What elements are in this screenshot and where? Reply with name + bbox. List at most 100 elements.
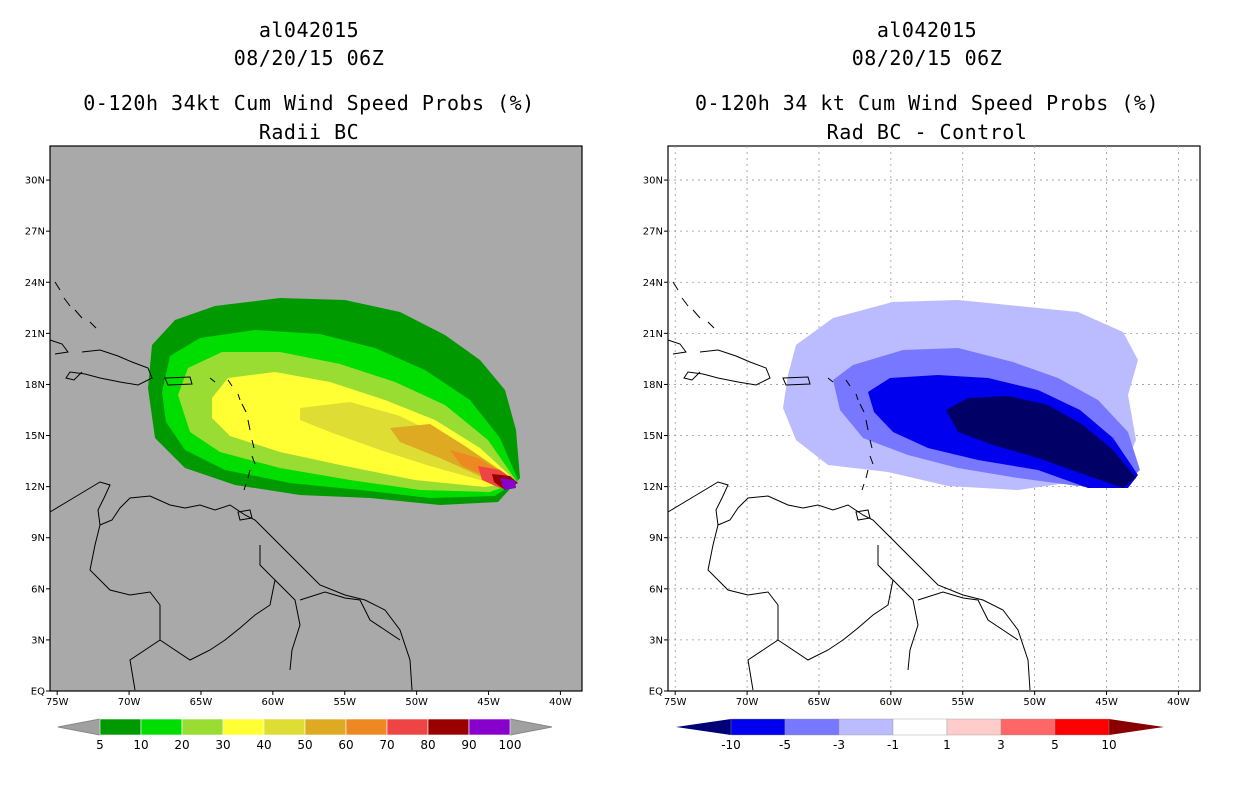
right-cbar-label: -1 (887, 738, 899, 752)
left-colorbar: 5 10 20 30 40 50 60 70 80 90 100 (57, 718, 553, 752)
left-cbar-label: 30 (215, 738, 230, 752)
right-coastlines (667, 281, 1031, 691)
left-trinidad (237, 509, 253, 521)
right-cbar-label: 1 (943, 738, 951, 752)
right-lon-label: 60W (880, 697, 903, 708)
right-subtitle: Rad BC - Control (826, 120, 1028, 144)
right-product-title: 0-120h 34 kt Cum Wind Speed Probs (%) (694, 91, 1160, 115)
left-bahamas (54, 281, 97, 329)
right-lat-label: 30N (643, 176, 663, 187)
right-lat-label: EQ (649, 687, 663, 698)
right-cbar-swatch (730, 718, 786, 736)
left-cbar-label: 50 (297, 738, 312, 752)
right-lon-label: 65W (808, 697, 831, 708)
left-cbar-high-end (509, 718, 553, 736)
left-map-svg: EQ 3N 6N 9N 12N 15N 18N 21N 24N 27N 30N 75W 70W 65W 6… (25, 145, 583, 752)
right-lon-label: 50W (1023, 697, 1046, 708)
right-cbar-swatch (946, 718, 1002, 736)
left-lon-label: 60W (262, 697, 285, 708)
right-lon-axis: 75W 70W 65W 60W 55W 50W 45W 40W (664, 691, 1190, 708)
right-panel: al042015 08/20/15 06Z 0-120h 34 kt Cum W… (618, 0, 1236, 800)
left-cbar-label: 20 (174, 738, 189, 752)
left-lat-label: 3N (31, 635, 45, 646)
left-cbar-label: 5 (96, 738, 104, 752)
right-trinidad (855, 509, 871, 521)
left-lat-label: 15N (25, 431, 45, 442)
right-lat-label: 9N (649, 533, 663, 544)
right-cbar-label: 5 (1051, 738, 1059, 752)
right-lon-label: 45W (1095, 697, 1118, 708)
left-cbar-label: 90 (461, 738, 476, 752)
right-cbar-swatch (838, 718, 894, 736)
right-south-america-interior (707, 524, 1019, 691)
left-datetime: 08/20/15 06Z (233, 46, 385, 70)
left-lat-label: 27N (25, 227, 45, 238)
right-lat-label: 15N (643, 431, 663, 442)
right-cbar-swatch (1054, 718, 1110, 736)
left-cbar-label: 70 (379, 738, 394, 752)
right-puerto-rico (782, 376, 811, 386)
right-bahamas (672, 281, 715, 329)
left-lon-label: 70W (118, 697, 141, 708)
left-lat-label: EQ (31, 687, 45, 698)
right-cbar-label: -3 (833, 738, 845, 752)
left-cbar-swatch (181, 718, 224, 736)
left-lon-label: 50W (405, 697, 428, 708)
left-cbar-swatch (468, 718, 511, 736)
right-hispaniola-coast (683, 349, 771, 386)
left-lon-label: 75W (46, 697, 69, 708)
right-lat-label: 12N (643, 482, 663, 493)
right-cbar-swatch (892, 718, 948, 736)
right-cbar-swatch (784, 718, 840, 736)
left-hispaniola-coast (65, 349, 153, 386)
left-lon-label: 55W (333, 697, 356, 708)
left-contour-90 (500, 478, 516, 490)
right-lat-label: 21N (643, 329, 663, 340)
left-cbar-swatch (140, 718, 183, 736)
right-lat-label: 27N (643, 227, 663, 238)
left-subtitle: Radii BC (258, 120, 360, 144)
left-cbar-label: 60 (338, 738, 353, 752)
left-puerto-rico (164, 376, 193, 386)
right-lon-label: 75W (664, 697, 687, 708)
left-lon-label: 40W (549, 697, 572, 708)
right-storm-id: al042015 (876, 18, 978, 42)
left-cbar-label: 100 (499, 738, 522, 752)
right-cbar-low-end (676, 719, 731, 735)
right-lat-axis: EQ 3N 6N 9N 12N 15N 18N 21N 24N 27N 30N (643, 176, 668, 698)
left-lat-label: 30N (25, 176, 45, 187)
left-cbar-swatch (304, 718, 347, 736)
left-cbar-swatch (99, 718, 142, 736)
right-difference-field (783, 300, 1140, 490)
left-product-title: 0-120h 34kt Cum Wind Speed Probs (%) (83, 91, 535, 115)
left-lat-axis: EQ 3N 6N 9N 12N 15N 18N 21N 24N 27N 30N (25, 176, 50, 698)
left-south-america-interior (89, 524, 401, 691)
left-coastlines (49, 281, 413, 691)
left-south-america-coast (49, 481, 413, 691)
left-panel: al042015 08/20/15 06Z 0-120h 34kt Cum Wi… (25, 18, 583, 752)
left-probability-field (148, 298, 520, 505)
left-cbar-label: 40 (256, 738, 271, 752)
left-lon-label: 45W (477, 697, 500, 708)
right-contour-minus10 (946, 396, 1136, 488)
right-lon-label: 40W (1167, 697, 1190, 708)
right-cbar-swatch (1000, 718, 1056, 736)
right-lesser-antilles (827, 377, 874, 491)
left-lat-label: 12N (25, 482, 45, 493)
left-cbar-label: 10 (133, 738, 148, 752)
left-lat-label: 9N (31, 533, 45, 544)
right-lat-label: 3N (649, 635, 663, 646)
right-cbar-high-end (1109, 719, 1164, 735)
left-cbar-swatch (345, 718, 388, 736)
left-lon-label: 65W (190, 697, 213, 708)
right-cbar-label: 10 (1101, 738, 1116, 752)
left-cbar-swatch (222, 718, 265, 736)
left-lat-label: 24N (25, 278, 45, 289)
right-map-svg: EQ 3N 6N 9N 12N 15N 18N 21N 24N 27N 30N 75W 70W 65W 6… (643, 145, 1201, 752)
left-cbar-label: 80 (420, 738, 435, 752)
left-cbar-swatch (263, 718, 306, 736)
right-lat-label: 18N (643, 380, 663, 391)
right-cbar-label: -10 (721, 738, 741, 752)
left-lat-label: 21N (25, 329, 45, 340)
right-lon-label: 55W (951, 697, 974, 708)
